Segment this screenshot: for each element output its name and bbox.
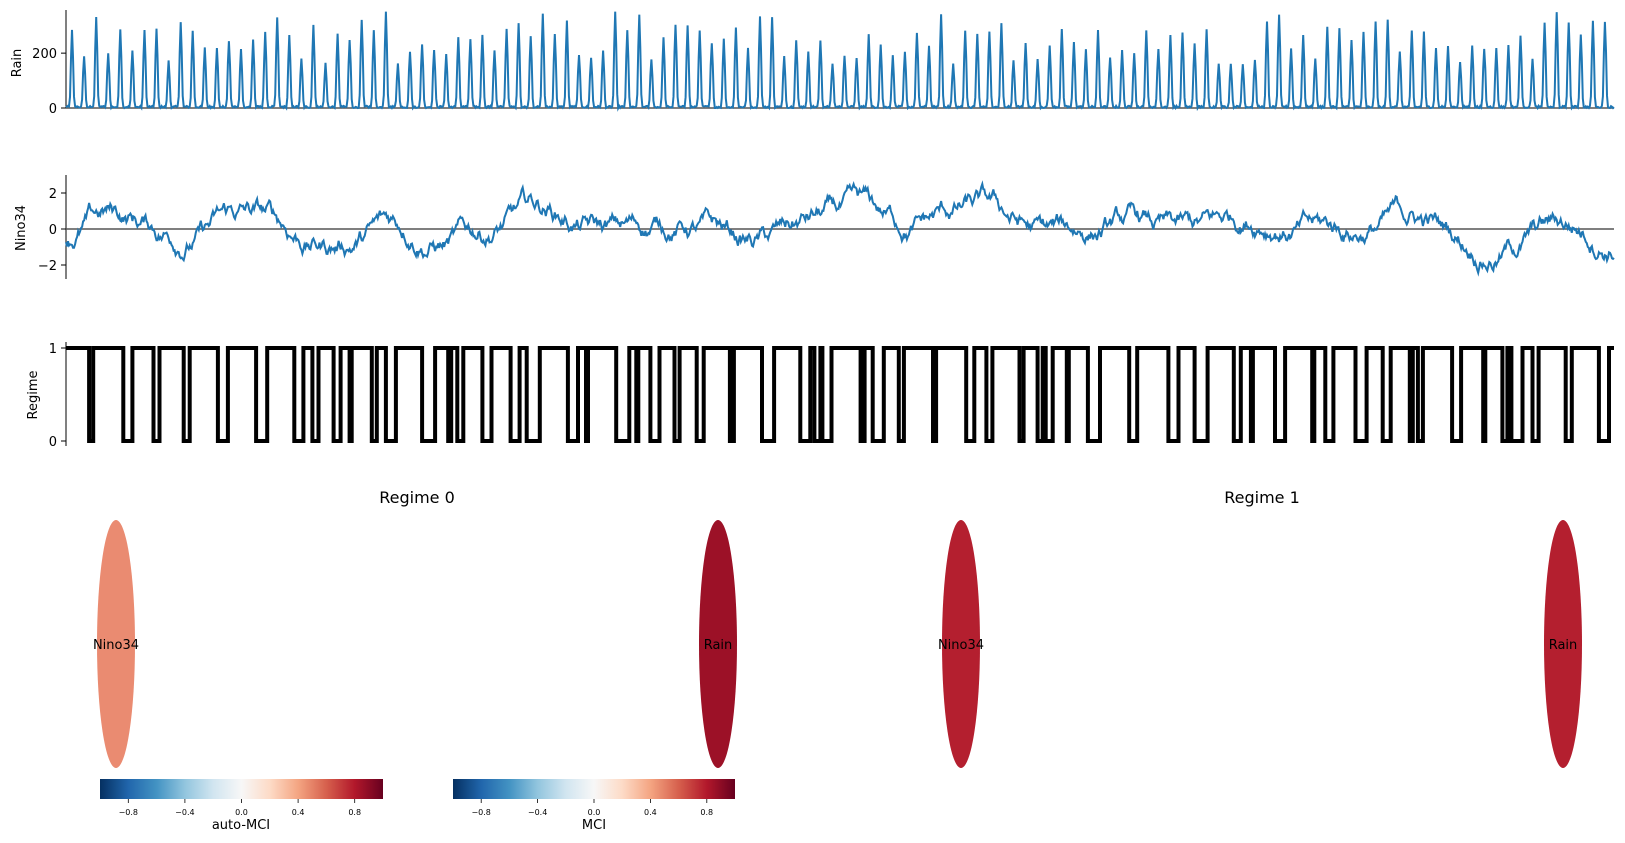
auto-mci-colorbar: −0.8 −0.4 0.0 0.4 0.8 auto-MCI <box>100 779 383 833</box>
regime-tick-label: 0 <box>49 435 57 450</box>
rain-series-line <box>65 11 1615 112</box>
regime-0-nino34-node: Nino34 <box>93 520 139 768</box>
colorbar-tick-label: 0.4 <box>644 808 657 817</box>
colorbar-gradient <box>453 779 735 799</box>
rain-ylabel: Rain <box>10 49 25 78</box>
graph-title-regime-1: Regime 1 <box>1224 488 1300 507</box>
nino34-series-line <box>65 180 1615 277</box>
regime-panel: 01 Regime <box>26 342 1614 450</box>
colorbar-tick-label: −0.8 <box>471 808 490 817</box>
node-circle <box>942 520 980 768</box>
nino34-ylabel: Nino34 <box>14 205 29 251</box>
regime-series-line <box>66 346 1614 443</box>
colorbar-tick-label: −0.4 <box>175 808 194 817</box>
rain-tick-label: 200 <box>32 47 57 62</box>
node-circle <box>1544 520 1582 768</box>
colorbar-label: auto-MCI <box>212 818 270 833</box>
nino34-yticks: −2 0 2 <box>38 187 66 274</box>
mci-colorbar: −0.8 −0.4 0.0 0.4 0.8 MCI <box>453 779 735 833</box>
nino34-tick-label: 0 <box>49 223 57 238</box>
nino34-panel: −2 0 2 Nino34 <box>14 175 1615 279</box>
nino34-tick-label: −2 <box>38 259 57 274</box>
nino34-tick-label: 2 <box>49 187 57 202</box>
rain-panel: 0 200 Rain <box>10 10 1615 117</box>
regime-1-rain-node: Rain <box>1544 520 1582 768</box>
node-label: Nino34 <box>938 638 984 653</box>
rain-tick-label: 0 <box>49 102 57 117</box>
colorbar-gradient <box>100 779 383 799</box>
rain-yticks: 0 200 <box>32 47 66 117</box>
colorbar-tick-label: 0.0 <box>588 808 601 817</box>
colorbar-tick-label: 0.8 <box>700 808 713 817</box>
colorbar-ticks: −0.8 −0.4 0.0 0.4 0.8 <box>471 799 713 817</box>
regime-tick-label: 1 <box>49 342 57 357</box>
node-label: Nino34 <box>93 638 139 653</box>
node-label: Rain <box>704 638 733 653</box>
regime-ylabel: Regime <box>26 371 41 420</box>
regime-1-nino34-node: Nino34 <box>938 520 984 768</box>
node-label: Rain <box>1549 638 1578 653</box>
colorbar-tick-label: −0.8 <box>119 808 138 817</box>
colorbar-tick-label: 0.0 <box>235 808 248 817</box>
node-circle <box>699 520 737 768</box>
node-circle <box>97 520 135 768</box>
graph-title-regime-0: Regime 0 <box>379 488 455 507</box>
regime-yticks: 01 <box>49 342 66 450</box>
regime-0-rain-node: Rain <box>699 520 737 768</box>
colorbar-tick-label: −0.4 <box>528 808 547 817</box>
colorbar-ticks: −0.8 −0.4 0.0 0.4 0.8 <box>119 799 361 817</box>
colorbar-tick-label: 0.8 <box>348 808 361 817</box>
colorbar-tick-label: 0.4 <box>292 808 305 817</box>
colorbar-label: MCI <box>582 818 606 833</box>
